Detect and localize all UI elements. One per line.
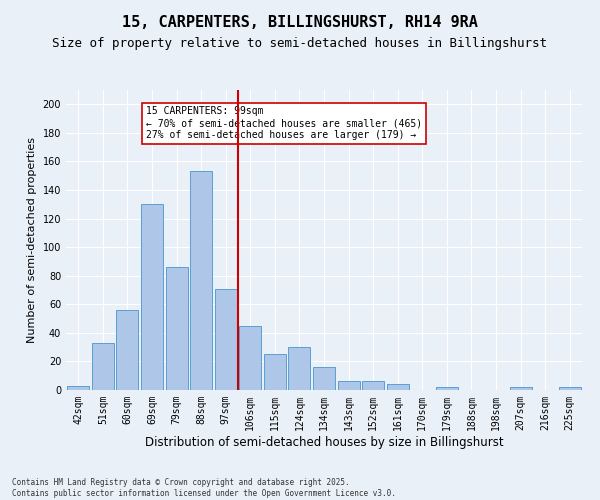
Bar xyxy=(116,310,139,390)
Bar xyxy=(67,386,89,390)
Text: Size of property relative to semi-detached houses in Billingshurst: Size of property relative to semi-detach… xyxy=(53,38,548,51)
Bar xyxy=(239,326,262,390)
Bar xyxy=(289,347,310,390)
Bar xyxy=(215,288,237,390)
Bar xyxy=(264,354,286,390)
Bar xyxy=(436,387,458,390)
Bar xyxy=(386,384,409,390)
X-axis label: Distribution of semi-detached houses by size in Billingshurst: Distribution of semi-detached houses by … xyxy=(145,436,503,448)
Text: 15, CARPENTERS, BILLINGSHURST, RH14 9RA: 15, CARPENTERS, BILLINGSHURST, RH14 9RA xyxy=(122,15,478,30)
Bar xyxy=(92,343,114,390)
Bar xyxy=(559,387,581,390)
Text: Contains HM Land Registry data © Crown copyright and database right 2025.
Contai: Contains HM Land Registry data © Crown c… xyxy=(12,478,396,498)
Bar xyxy=(509,387,532,390)
Bar xyxy=(362,382,384,390)
Bar xyxy=(338,382,359,390)
Bar xyxy=(313,367,335,390)
Bar xyxy=(190,172,212,390)
Bar xyxy=(141,204,163,390)
Bar xyxy=(166,267,188,390)
Text: 15 CARPENTERS: 99sqm
← 70% of semi-detached houses are smaller (465)
27% of semi: 15 CARPENTERS: 99sqm ← 70% of semi-detac… xyxy=(146,106,422,140)
Y-axis label: Number of semi-detached properties: Number of semi-detached properties xyxy=(27,137,37,343)
